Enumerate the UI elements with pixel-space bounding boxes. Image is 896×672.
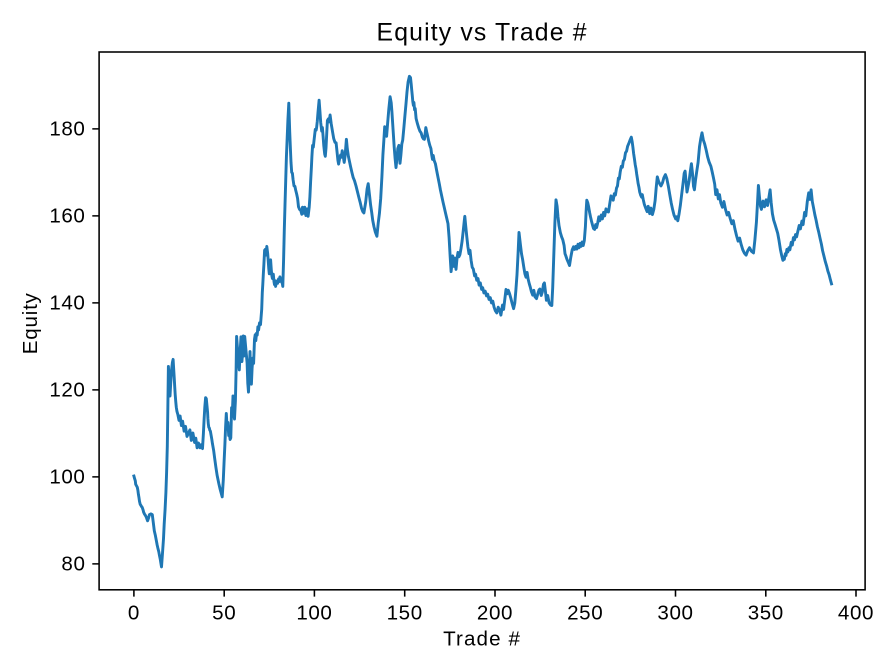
svg-text:350: 350 <box>748 601 784 624</box>
svg-text:100: 100 <box>49 466 85 489</box>
svg-text:140: 140 <box>49 292 85 315</box>
svg-text:400: 400 <box>838 601 874 624</box>
svg-text:150: 150 <box>387 601 423 624</box>
svg-text:Equity: Equity <box>19 292 42 354</box>
svg-text:0: 0 <box>128 601 140 624</box>
svg-text:Equity vs Trade #: Equity vs Trade # <box>377 19 588 46</box>
svg-text:120: 120 <box>49 379 85 402</box>
svg-text:160: 160 <box>49 205 85 228</box>
svg-text:50: 50 <box>212 601 236 624</box>
svg-text:80: 80 <box>61 553 85 576</box>
svg-text:200: 200 <box>477 601 513 624</box>
svg-text:300: 300 <box>657 601 693 624</box>
svg-text:100: 100 <box>296 601 332 624</box>
svg-text:180: 180 <box>49 118 85 141</box>
svg-text:250: 250 <box>567 601 603 624</box>
svg-text:Trade #: Trade # <box>443 628 521 651</box>
